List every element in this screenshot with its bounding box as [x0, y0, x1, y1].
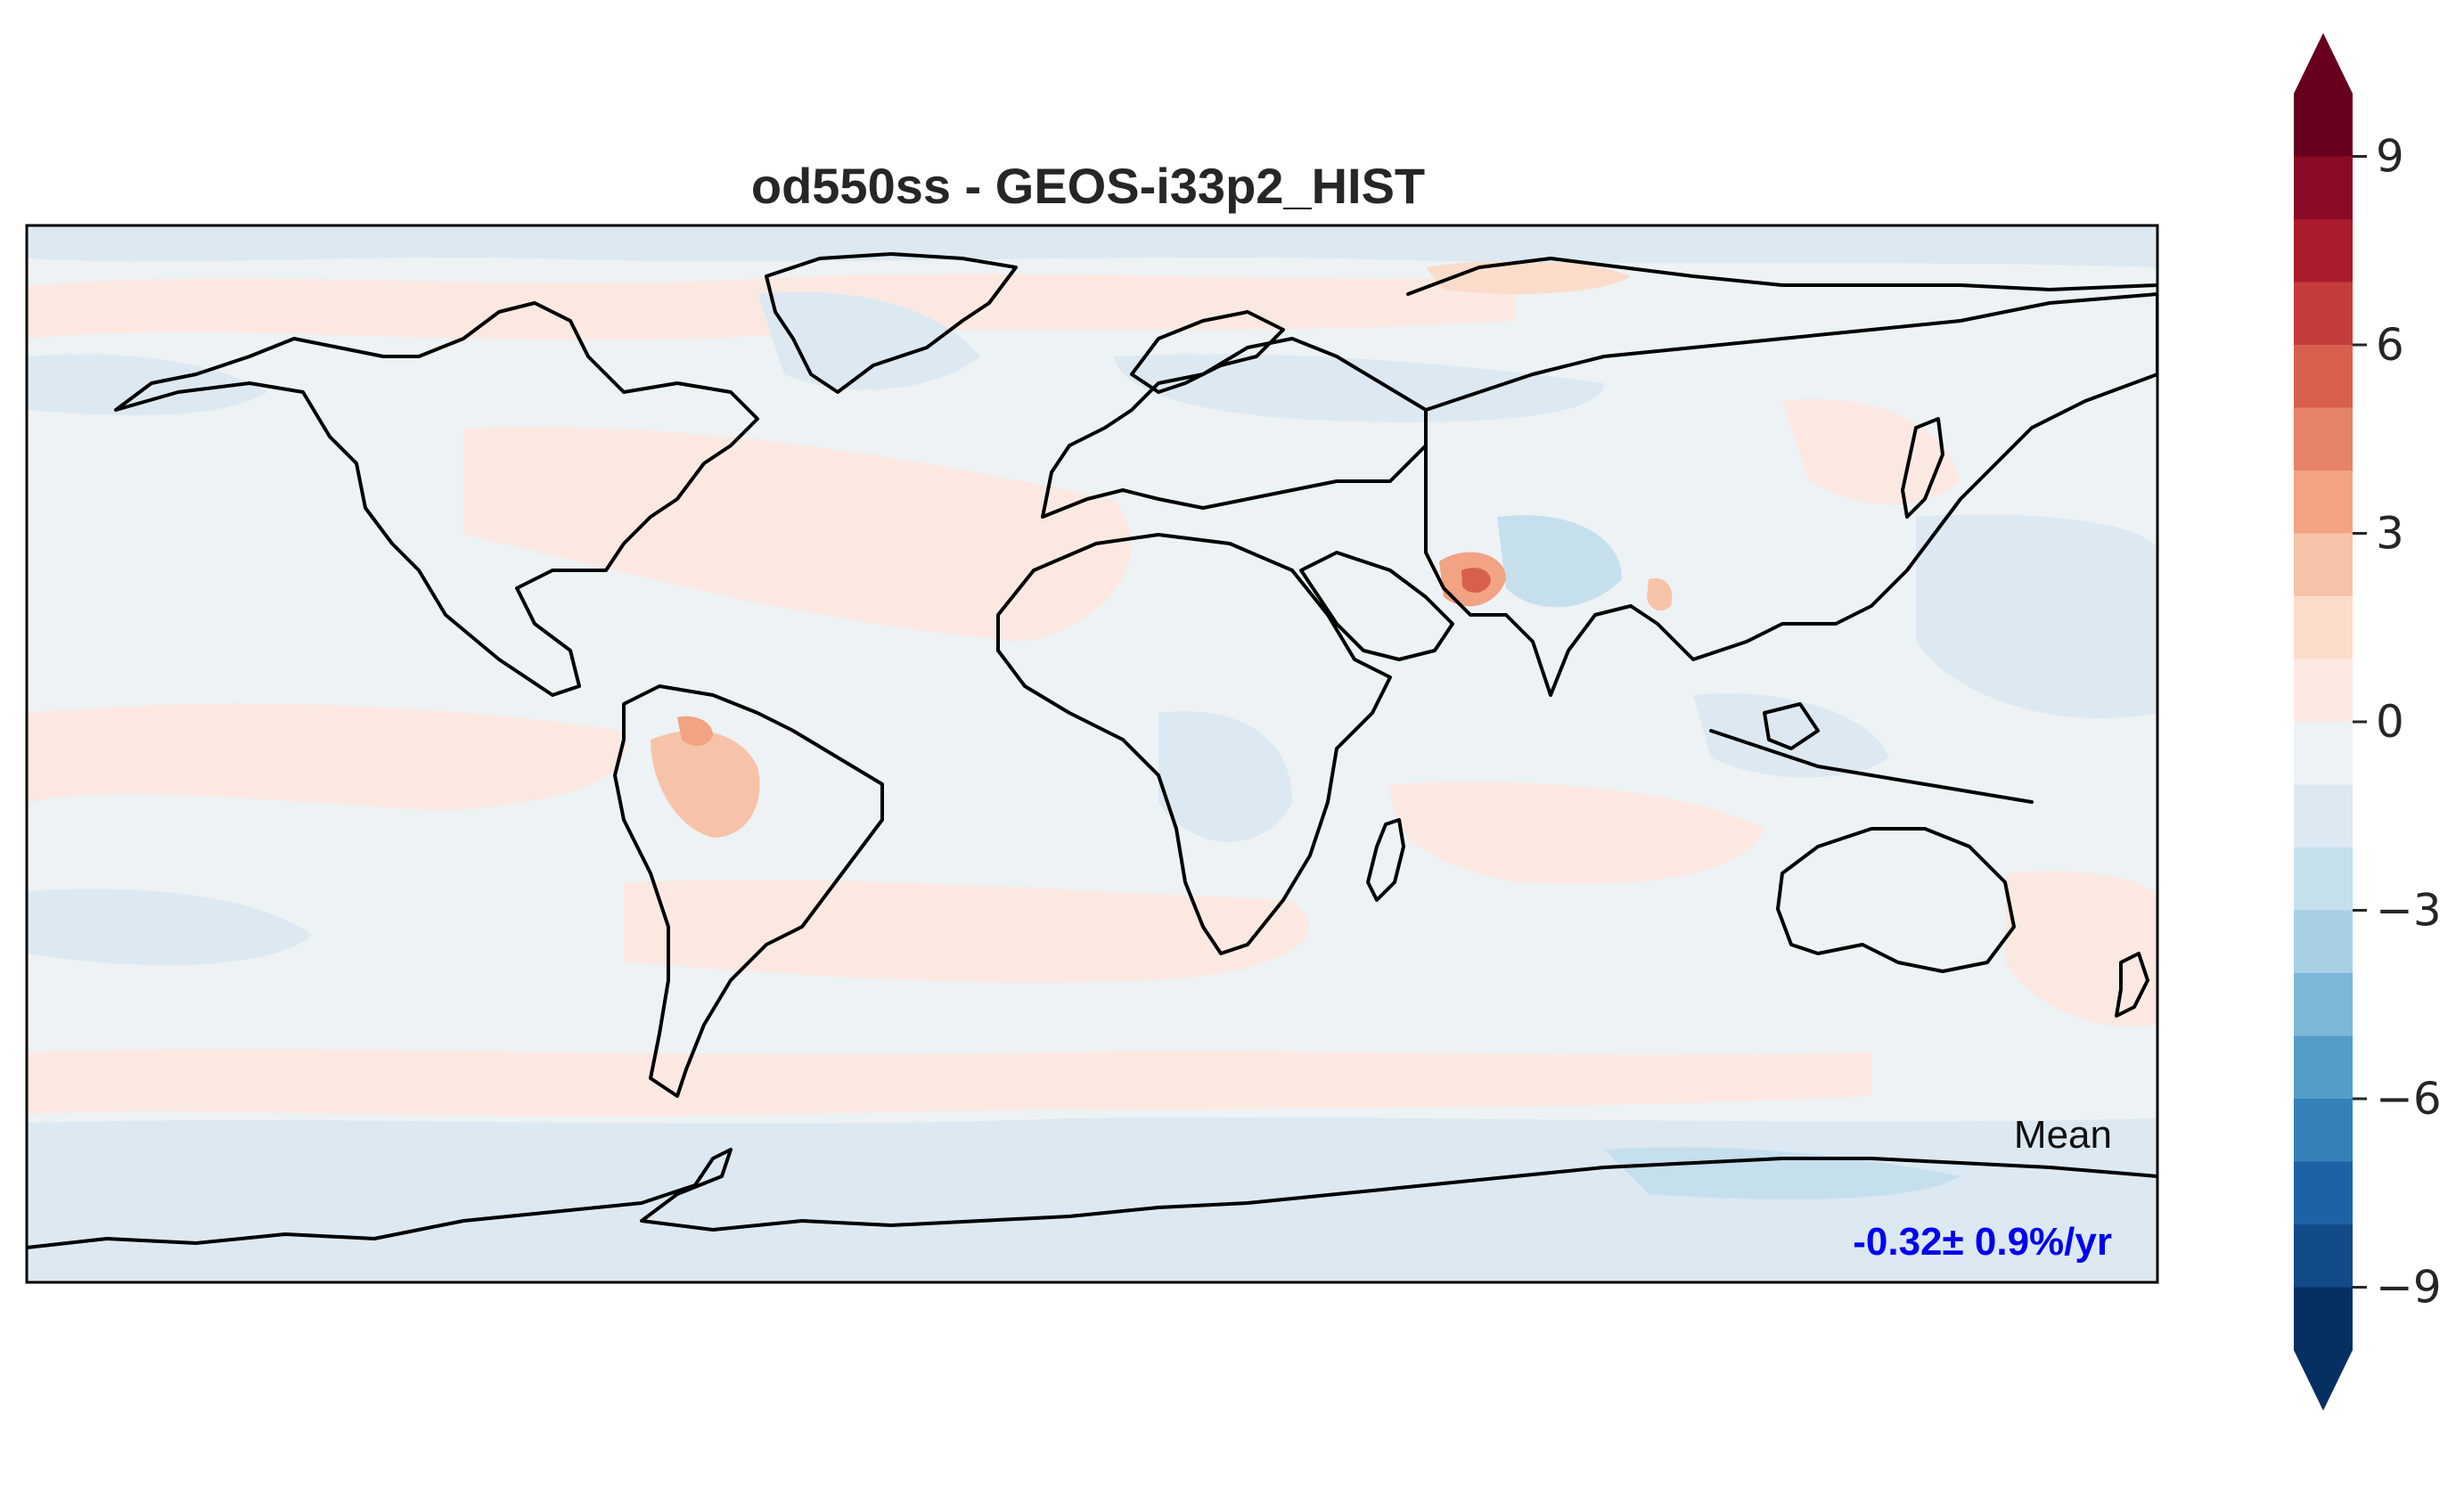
- colorbar-tick-label: 0: [2376, 696, 2404, 748]
- trend-value: -0.32± 0.9%/yr: [1853, 1220, 2112, 1264]
- colorbar-level: [2294, 94, 2353, 158]
- colorbar: 9 6 3 0 −3 −6 −9: [2294, 33, 2442, 1411]
- coastline-south-america: [613, 684, 884, 1098]
- negative-tibet: [1497, 515, 1622, 608]
- colorbar-tick-label: −6: [2376, 1073, 2442, 1125]
- positive-india-east: [1647, 578, 1673, 611]
- colorbar-level: [2294, 533, 2353, 597]
- coastline-siberia: [1406, 257, 2157, 296]
- coastline-australia: [1776, 827, 2016, 973]
- positive-band-south-atlantic: [624, 880, 1309, 983]
- colorbar-level: [2294, 910, 2353, 974]
- coastline-arabia: [1299, 551, 1454, 661]
- coastline-asia: [1424, 292, 2157, 697]
- positive-east-asia: [1782, 399, 1961, 505]
- positive-band-atlantic-north: [463, 426, 1132, 642]
- mean-label: Mean: [2014, 1113, 2112, 1157]
- negative-south-pacific: [27, 888, 312, 966]
- colorbar-level: [2294, 219, 2353, 283]
- colorbar-tick-label: −9: [2376, 1262, 2442, 1314]
- coastline-indonesia: [1709, 729, 2034, 804]
- coastline-borneo: [1763, 702, 1820, 750]
- colorbar-tick-label: 9: [2376, 131, 2404, 183]
- colorbar-level: [2294, 1099, 2353, 1163]
- map-frame: [25, 224, 2159, 1284]
- map-title: od550ss - GEOS-i33p2_HIST: [751, 158, 1425, 214]
- colorbar-extend-under: [2294, 1350, 2353, 1411]
- positive-band-indian-ocean: [1390, 782, 1764, 885]
- colorbar-level: [2294, 345, 2353, 409]
- map-panel: Mean -0.32± 0.9%/yr: [25, 224, 2159, 1284]
- coastline-antarctica: [27, 1148, 2157, 1249]
- positive-amazon-core: [677, 716, 713, 746]
- coastline-madagascar: [1366, 818, 1405, 902]
- coastline-japan: [1901, 417, 1944, 519]
- colorbar-level: [2294, 1161, 2353, 1225]
- colorbar-tick-label: 3: [2376, 508, 2404, 560]
- negative-africa: [1158, 711, 1292, 842]
- coastlines: [27, 252, 2157, 1249]
- negative-southern-ocean: [27, 1117, 2157, 1282]
- colorbar-level: [2294, 722, 2353, 786]
- coastline-europe: [1041, 337, 1428, 519]
- colorbar-level: [2294, 847, 2353, 912]
- colorbar-level: [2294, 471, 2353, 535]
- negative-greenland: [757, 291, 980, 390]
- positive-amazon: [651, 731, 760, 838]
- coastline-north-america: [114, 301, 759, 697]
- colorbar-level: [2294, 784, 2353, 848]
- coastline-new-zealand: [2115, 952, 2149, 1018]
- negative-north-atlantic: [1114, 354, 1604, 422]
- negative-indonesia: [1693, 693, 1889, 778]
- negative-west-pacific: [1916, 514, 2157, 719]
- colorbar-extend-over: [2294, 33, 2353, 94]
- colorbar-level: [2294, 973, 2353, 1037]
- colorbar-level: [2294, 407, 2353, 471]
- colorbar-level: [2294, 1224, 2353, 1289]
- coastline-scandinavia: [1130, 310, 1285, 394]
- negative-arctic: [27, 225, 2157, 267]
- colorbar-level: [2294, 156, 2353, 220]
- positive-iran-core: [1461, 568, 1491, 593]
- colorbar-level: [2294, 659, 2353, 723]
- colorbar-level: [2294, 282, 2353, 346]
- positive-band-south: [27, 1049, 1871, 1117]
- negative-antarctic-coast: [1604, 1147, 1961, 1199]
- colorbar-level: [2294, 596, 2353, 660]
- anomaly-field: [27, 225, 2157, 1282]
- colorbar-level: [2294, 1035, 2353, 1100]
- coastline-africa: [996, 533, 1392, 955]
- colorbar-tick-label: −3: [2376, 885, 2442, 937]
- coastline-greenland: [765, 252, 1018, 394]
- positive-band-pacific-east: [27, 703, 627, 811]
- colorbar-level: [2294, 1287, 2353, 1351]
- colorbar-tick-label: 6: [2376, 319, 2404, 371]
